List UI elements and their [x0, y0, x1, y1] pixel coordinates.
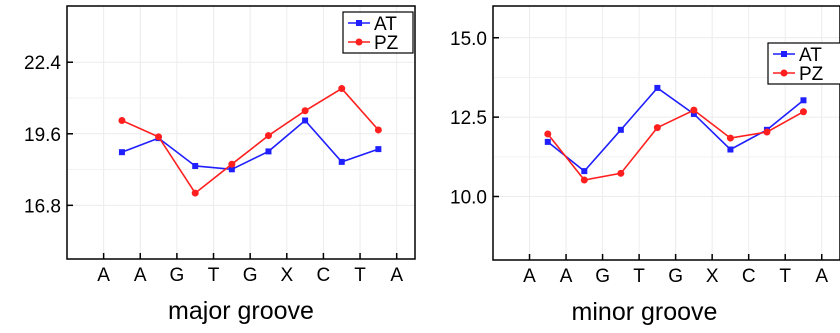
- x-tick-label: A: [390, 265, 403, 286]
- series-line: [121, 87, 379, 195]
- data-point: [338, 158, 345, 165]
- y-tick-label: 15.0: [450, 29, 487, 50]
- x-tick-label: G: [170, 265, 185, 286]
- data-point: [544, 138, 551, 145]
- data-point: [191, 189, 199, 197]
- y-tick-label: 16.8: [24, 196, 61, 217]
- data-point: [374, 126, 382, 134]
- data-point: [580, 176, 588, 184]
- x-tick-label: X: [280, 265, 293, 286]
- series-line: [121, 119, 379, 171]
- data-point: [690, 110, 697, 117]
- x-tick-label: G: [595, 266, 610, 287]
- data-point: [338, 85, 346, 93]
- legend-label: PZ: [799, 64, 824, 85]
- y-tick-label: 10.0: [450, 188, 487, 209]
- legend-label: PZ: [374, 33, 399, 54]
- gridlines: [67, 6, 415, 259]
- x-axis-label: minor groove: [572, 298, 718, 326]
- legend-swatch-marker: [356, 20, 362, 26]
- data-point: [726, 134, 734, 142]
- x-tick-label: X: [706, 266, 719, 287]
- x-tick-label: A: [815, 266, 828, 287]
- legend-box: [342, 11, 414, 54]
- legend-swatch-marker: [781, 51, 787, 57]
- y-tick-label: 22.4: [24, 53, 61, 74]
- data-point: [800, 97, 807, 104]
- series-line: [547, 109, 804, 181]
- data-point: [617, 169, 625, 177]
- data-point: [302, 117, 309, 124]
- legend-swatch-marker: [780, 69, 788, 77]
- y-tick-label: 19.6: [24, 125, 61, 146]
- legend-label: AT: [799, 45, 822, 66]
- data-point: [581, 168, 588, 175]
- data-point: [763, 128, 771, 136]
- x-tick-label: G: [668, 266, 683, 287]
- x-tick-label: C: [317, 265, 331, 286]
- x-tick-label: T: [633, 266, 645, 287]
- x-tick-label: G: [243, 265, 258, 286]
- x-tick-label: A: [523, 266, 536, 287]
- data-point: [690, 106, 698, 114]
- data-point: [301, 107, 309, 115]
- data-point: [727, 146, 734, 153]
- data-point: [118, 116, 126, 124]
- data-point: [228, 160, 236, 168]
- data-point: [264, 132, 272, 140]
- x-tick-label: T: [208, 265, 220, 286]
- data-point: [118, 149, 125, 156]
- x-tick-label: C: [742, 266, 756, 287]
- plot-frame: [66, 5, 416, 260]
- x-tick-label: T: [354, 265, 366, 286]
- series-pz: [544, 106, 807, 184]
- data-point: [228, 166, 235, 173]
- data-point: [265, 148, 272, 155]
- x-tick-label: A: [134, 265, 147, 286]
- series-pz: [118, 85, 382, 197]
- y-tick-label: 12.5: [450, 108, 487, 129]
- legend-box: [767, 42, 840, 85]
- x-tick-label: A: [97, 265, 110, 286]
- legend-label: AT: [374, 14, 397, 35]
- x-tick-label: A: [560, 266, 573, 287]
- data-point: [375, 146, 382, 153]
- data-point: [155, 133, 163, 141]
- x-axis-label: major groove: [168, 297, 314, 325]
- legend-swatch-marker: [355, 38, 363, 46]
- x-tick-label: T: [779, 266, 791, 287]
- data-point: [799, 108, 807, 116]
- data-point: [654, 84, 661, 91]
- data-point: [544, 130, 552, 138]
- data-point: [617, 126, 624, 133]
- plot-frame: [492, 5, 840, 261]
- data-point: [192, 162, 199, 169]
- data-point: [653, 124, 661, 132]
